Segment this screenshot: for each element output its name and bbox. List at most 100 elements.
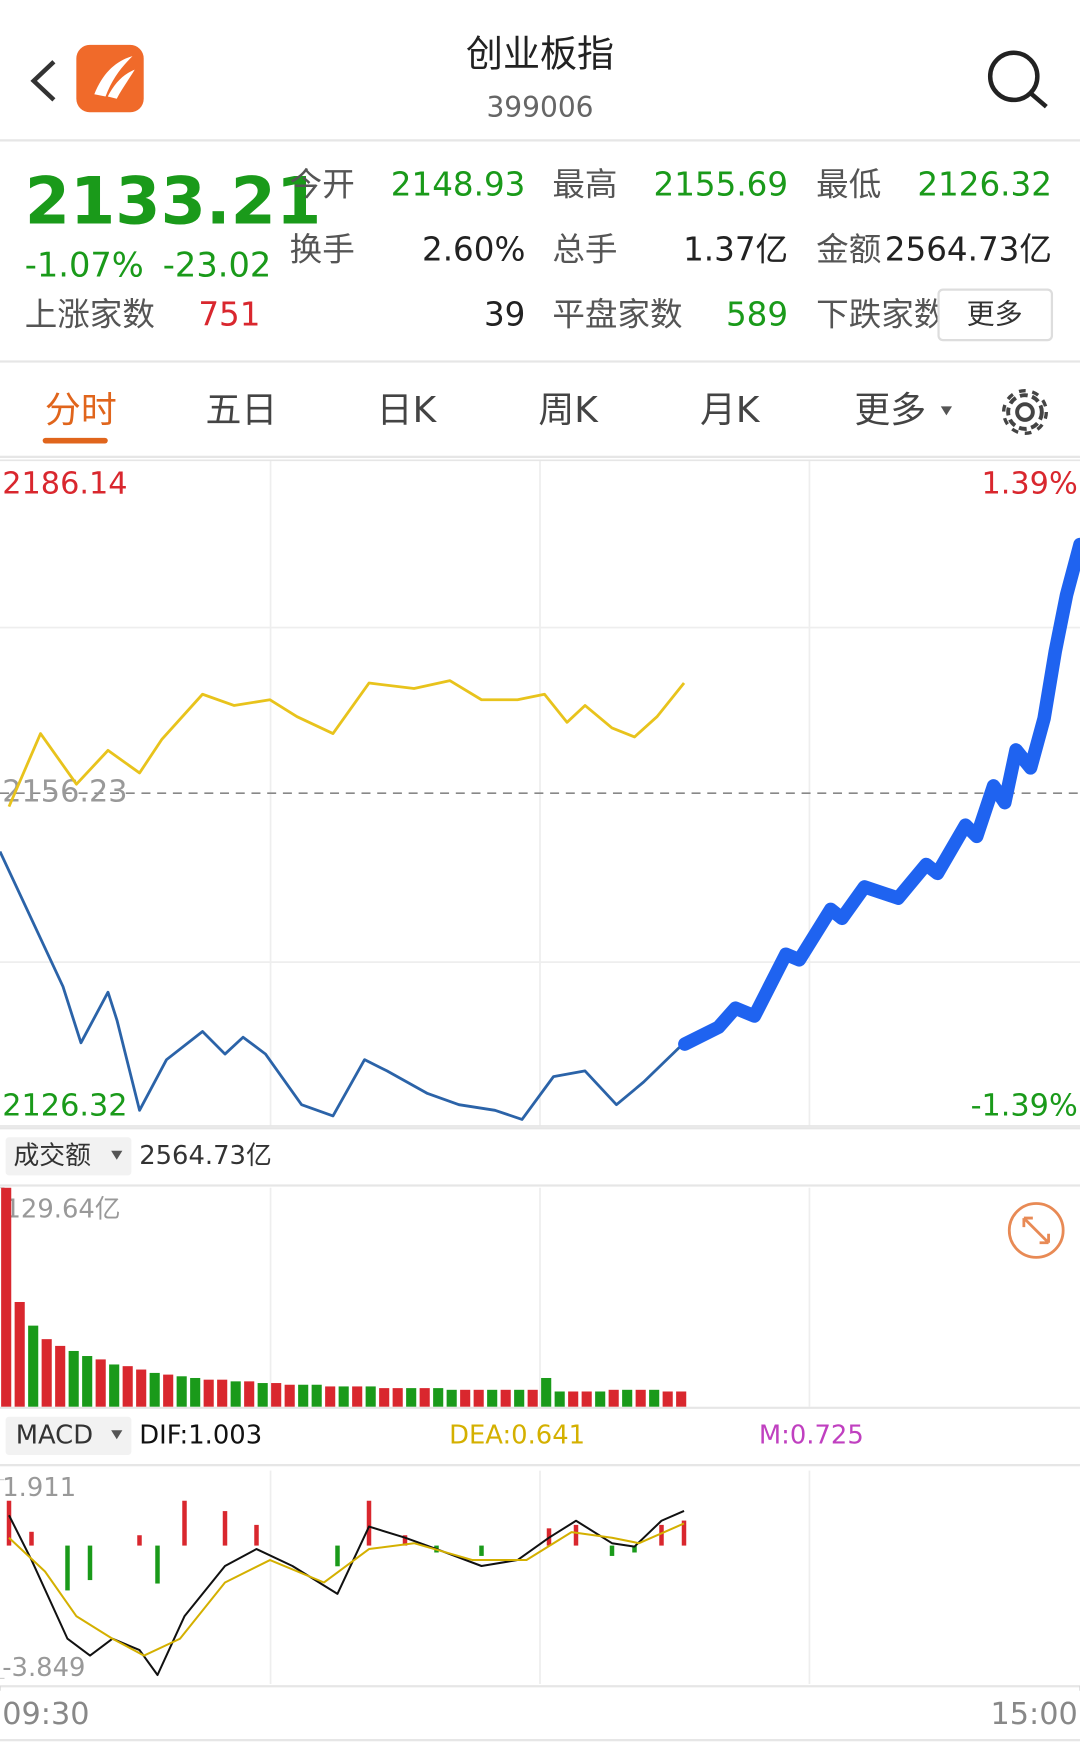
stat-value: 1.37亿 — [683, 230, 788, 268]
macd-bar — [137, 1535, 142, 1546]
stat-label: 下跌家数 — [816, 296, 946, 334]
x-tick-label: 15:00 — [990, 1697, 1077, 1732]
volume-bar — [203, 1379, 214, 1407]
macd-bar — [659, 1524, 664, 1546]
y-tick-label: 129.64亿 — [4, 1195, 120, 1225]
stat-value: 2155.69 — [654, 165, 789, 203]
macd-bar — [609, 1545, 615, 1556]
volume-bar — [419, 1388, 430, 1407]
macd-bar — [366, 1500, 372, 1546]
volume-bar — [352, 1386, 363, 1407]
indicator-selector[interactable] — [5, 1416, 132, 1455]
volume-bar — [392, 1388, 403, 1407]
volume-bar — [1, 1187, 12, 1407]
volume-bar — [500, 1389, 511, 1407]
volume-selector-label[interactable]: 成交额 — [13, 1141, 91, 1171]
stat-label: 最高 — [552, 165, 617, 203]
y2-tick-label: -1.39% — [971, 1088, 1078, 1123]
y-tick-label: -3.849 — [2, 1653, 85, 1683]
search-button[interactable] — [987, 50, 1048, 109]
volume-bar — [311, 1384, 322, 1407]
more-button-label[interactable]: 更多 — [967, 297, 1023, 330]
tab[interactable]: 月K — [700, 390, 761, 431]
y2-tick-label: 1.39% — [982, 466, 1078, 501]
tab[interactable]: 日K — [377, 390, 438, 431]
volume-bar — [41, 1339, 52, 1407]
volume-bar — [676, 1391, 687, 1407]
volume-total: 2564.73亿 — [139, 1141, 272, 1171]
stat-value: 589 — [726, 296, 788, 334]
volume-bar — [460, 1389, 471, 1407]
volume-bar — [284, 1384, 295, 1407]
volume-bar — [298, 1384, 309, 1407]
macd-bar — [6, 1500, 12, 1546]
volume-bar — [190, 1377, 201, 1407]
average-line — [7, 679, 686, 808]
tab[interactable]: 更多 — [854, 390, 926, 431]
volume-bar — [365, 1386, 376, 1407]
stat-label: 金额 — [816, 230, 881, 268]
volume-bar — [433, 1388, 444, 1407]
volume-bar — [554, 1391, 565, 1407]
stat-label: 今开 — [290, 165, 355, 203]
tab[interactable]: 分时 — [45, 390, 117, 431]
indicator-selector-label[interactable]: MACD — [16, 1420, 93, 1450]
app-icon[interactable] — [76, 44, 144, 113]
volume-selector[interactable] — [5, 1137, 132, 1176]
volume-bar — [473, 1389, 484, 1407]
y-tick-label: 2126.32 — [2, 1088, 127, 1123]
volume-bar — [68, 1350, 79, 1407]
change-percent: -1.07% — [25, 246, 144, 285]
back-button[interactable] — [30, 60, 56, 102]
last-price: 2133.21 — [25, 165, 322, 240]
volume-bar — [325, 1386, 336, 1407]
volume-bar — [271, 1383, 282, 1407]
stat-value: 751 — [198, 296, 260, 334]
stock-code: 399006 — [486, 91, 593, 124]
volume-bar — [635, 1389, 646, 1407]
volume-bar — [95, 1359, 106, 1407]
stat-value: 2564.73亿 — [885, 230, 1052, 268]
volume-bar — [14, 1301, 25, 1407]
volume-bar — [595, 1391, 606, 1407]
stat-value: 39 — [484, 296, 525, 334]
drawn-annotation — [678, 537, 1080, 1051]
settings-button[interactable] — [1001, 389, 1049, 436]
price-line — [0, 850, 686, 1121]
macd-bar — [182, 1500, 187, 1546]
stat-label: 换手 — [290, 230, 355, 268]
volume-bar — [176, 1376, 187, 1407]
volume-bar — [28, 1325, 39, 1407]
expand-button[interactable] — [1007, 1202, 1065, 1259]
tab[interactable]: 周K — [538, 390, 599, 431]
macd-bar — [222, 1511, 228, 1546]
stat-value: 2.60% — [422, 230, 525, 268]
page-title: 创业板指 — [466, 33, 614, 76]
volume-bar — [217, 1379, 228, 1407]
volume-bar — [514, 1389, 525, 1407]
macd-bar — [681, 1520, 687, 1546]
stat-label: 上涨家数 — [25, 296, 155, 334]
dif-label: DIF:1.003 — [139, 1420, 262, 1450]
stat-label: 总手 — [552, 230, 617, 268]
dea-label: DEA:0.641 — [449, 1420, 585, 1450]
y-tick-label: 1.911 — [2, 1473, 76, 1503]
dif-line — [8, 1510, 685, 1677]
macd-bar — [479, 1545, 484, 1556]
volume-bar — [82, 1356, 93, 1407]
volume-bar — [622, 1389, 633, 1407]
x-tick-label: 09:30 — [2, 1697, 89, 1732]
macd-bar — [335, 1545, 340, 1567]
more-button[interactable] — [937, 288, 1054, 342]
macd-bar — [402, 1535, 408, 1546]
m-label: M:0.725 — [759, 1420, 864, 1450]
macd-bar — [29, 1531, 34, 1546]
volume-bar — [649, 1389, 660, 1407]
stat-label: 平盘家数 — [552, 296, 682, 334]
tab[interactable]: 五日 — [205, 390, 277, 431]
volume-bar — [568, 1391, 579, 1407]
volume-bar — [230, 1381, 241, 1407]
volume-bar — [244, 1381, 255, 1407]
